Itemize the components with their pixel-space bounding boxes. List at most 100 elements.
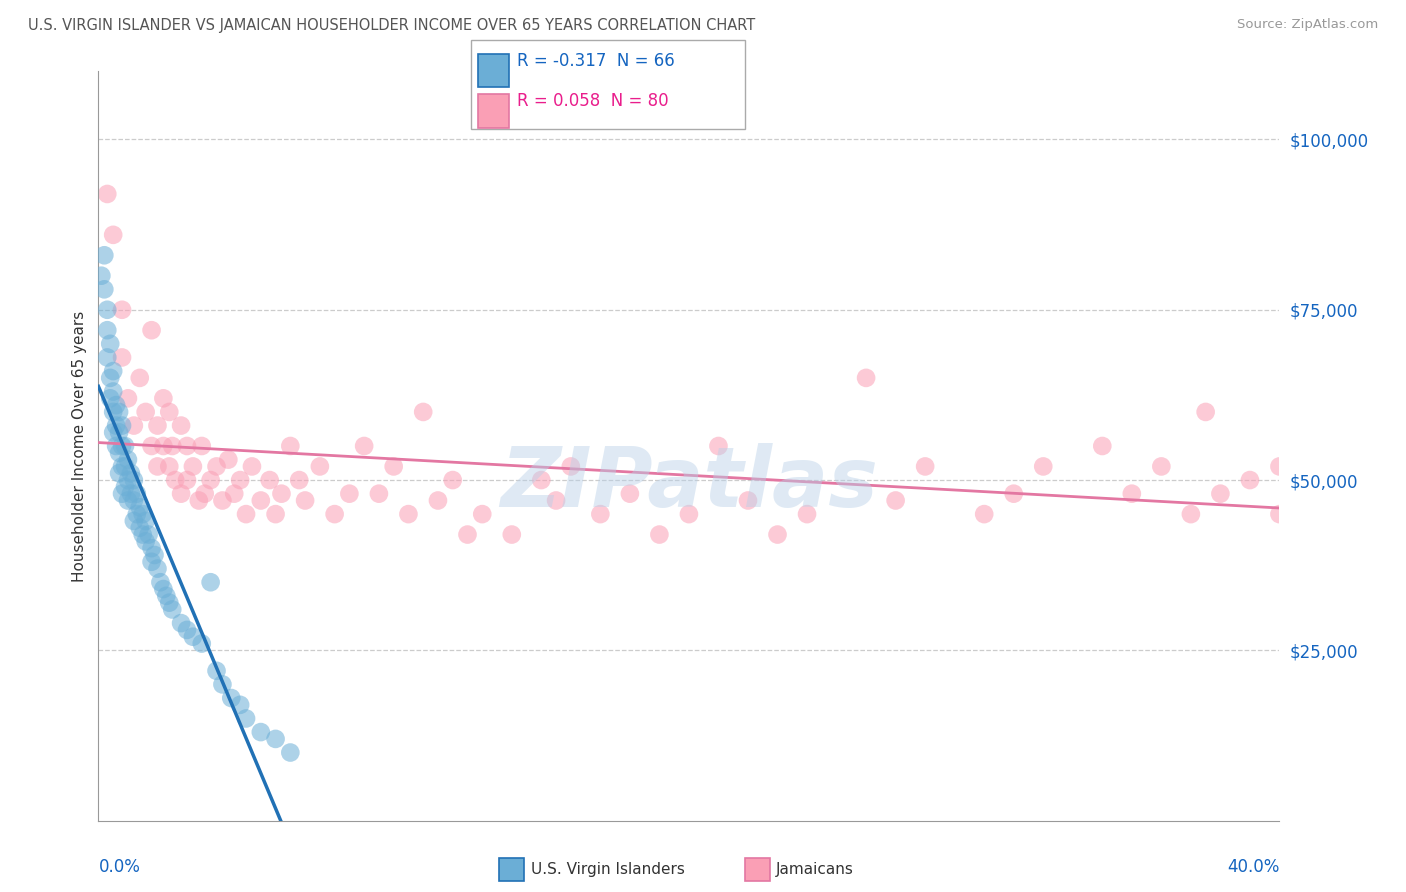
Point xyxy=(117,452,139,467)
Point xyxy=(93,282,115,296)
Point xyxy=(294,493,316,508)
Point xyxy=(194,486,217,500)
Point xyxy=(270,486,292,500)
Point xyxy=(111,418,134,433)
Point xyxy=(205,664,228,678)
Text: Source: ZipAtlas.com: Source: ZipAtlas.com xyxy=(1237,18,1378,31)
Point xyxy=(217,452,239,467)
Point xyxy=(200,473,222,487)
Point xyxy=(149,575,172,590)
Point xyxy=(138,527,160,541)
Point xyxy=(117,392,139,406)
Point xyxy=(103,384,125,399)
Point xyxy=(1209,486,1232,500)
Point xyxy=(157,596,180,610)
Point xyxy=(111,351,134,365)
Point xyxy=(90,268,112,283)
Point xyxy=(146,418,169,433)
Point xyxy=(560,459,582,474)
Point xyxy=(648,527,671,541)
Point xyxy=(1195,405,1218,419)
Point xyxy=(1032,459,1054,474)
Text: 0.0%: 0.0% xyxy=(98,858,141,876)
Point xyxy=(162,602,183,616)
Point xyxy=(884,493,907,508)
Point xyxy=(530,473,553,487)
Point xyxy=(143,548,166,562)
Point xyxy=(235,711,257,725)
Point xyxy=(157,405,180,419)
Point xyxy=(132,527,155,541)
Point xyxy=(103,364,125,378)
Point xyxy=(114,480,136,494)
Point xyxy=(114,459,136,474)
Point xyxy=(122,493,145,508)
Point xyxy=(427,493,450,508)
Point xyxy=(855,371,877,385)
Point xyxy=(191,439,214,453)
Point xyxy=(176,439,198,453)
Point xyxy=(128,521,150,535)
Point xyxy=(96,351,118,365)
Point xyxy=(108,467,131,481)
Text: Jamaicans: Jamaicans xyxy=(776,863,853,877)
Point xyxy=(368,486,391,500)
Point xyxy=(259,473,281,487)
Point xyxy=(221,691,243,706)
Point xyxy=(120,486,142,500)
Point xyxy=(152,582,174,596)
Point xyxy=(280,439,302,453)
Point xyxy=(211,677,233,691)
Point xyxy=(264,507,287,521)
Point xyxy=(250,725,273,739)
Point xyxy=(546,493,568,508)
Point xyxy=(117,493,139,508)
Point xyxy=(501,527,523,541)
Text: U.S. Virgin Islanders: U.S. Virgin Islanders xyxy=(531,863,685,877)
Point xyxy=(108,446,131,460)
Point xyxy=(457,527,479,541)
Point xyxy=(111,439,134,453)
Point xyxy=(382,459,405,474)
Point xyxy=(128,371,150,385)
Text: U.S. VIRGIN ISLANDER VS JAMAICAN HOUSEHOLDER INCOME OVER 65 YEARS CORRELATION CH: U.S. VIRGIN ISLANDER VS JAMAICAN HOUSEHO… xyxy=(28,18,755,33)
Point xyxy=(1268,459,1291,474)
Point xyxy=(229,473,252,487)
Point xyxy=(288,473,311,487)
Text: 40.0%: 40.0% xyxy=(1227,858,1279,876)
Point xyxy=(141,439,163,453)
Point xyxy=(441,473,464,487)
Text: R = 0.058  N = 80: R = 0.058 N = 80 xyxy=(517,92,669,110)
Point xyxy=(141,323,163,337)
Point xyxy=(1180,507,1202,521)
Point xyxy=(181,630,204,644)
Point xyxy=(309,459,332,474)
Point xyxy=(1239,473,1261,487)
Point xyxy=(135,534,157,549)
Text: ZIPatlas: ZIPatlas xyxy=(501,443,877,524)
Point xyxy=(103,227,125,242)
Point xyxy=(240,459,263,474)
Point xyxy=(200,575,222,590)
Point xyxy=(181,459,204,474)
Point xyxy=(1091,439,1114,453)
Point xyxy=(132,507,155,521)
Point xyxy=(229,698,252,712)
Point xyxy=(412,405,434,419)
Point xyxy=(117,473,139,487)
Point xyxy=(114,439,136,453)
Point xyxy=(678,507,700,521)
Point xyxy=(108,425,131,440)
Point xyxy=(280,746,302,760)
Point xyxy=(1121,486,1143,500)
Point xyxy=(141,555,163,569)
Point xyxy=(737,493,759,508)
Point xyxy=(93,248,115,262)
Point xyxy=(170,418,193,433)
Point xyxy=(135,514,157,528)
Point xyxy=(766,527,789,541)
Point xyxy=(235,507,257,521)
Point xyxy=(165,473,187,487)
Point xyxy=(122,514,145,528)
Point xyxy=(211,493,233,508)
